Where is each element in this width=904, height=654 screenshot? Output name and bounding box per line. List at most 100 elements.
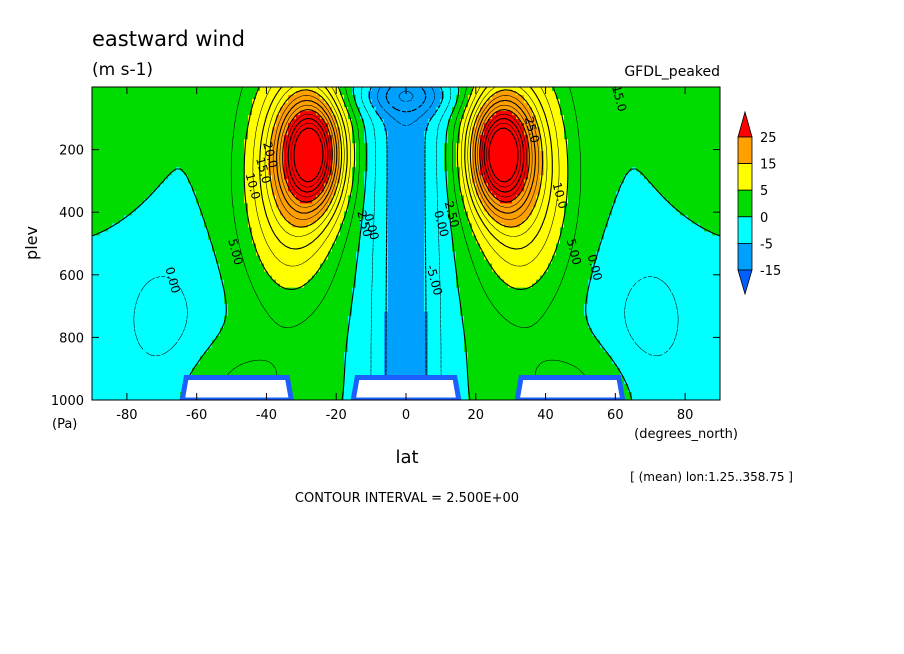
contour-cell [428,207,433,212]
contour-cell [396,171,401,176]
contour-cell [96,131,101,136]
contour-cell [672,139,677,144]
contour-cell [672,147,677,152]
contour-cell [412,143,417,148]
contour-cell [352,187,357,192]
contour-cell [448,191,453,196]
contour-cell [456,195,461,200]
contour-cell [464,139,469,144]
contour-cell [192,159,197,164]
contour-cell [92,127,97,132]
contour-cell [508,139,513,144]
contour-cell [604,167,609,172]
contour-cell [688,191,693,196]
contour-cell [128,147,133,152]
contour-cell [660,167,665,172]
contour-cell [188,179,193,184]
contour-cell [548,103,553,108]
contour-cell [508,211,513,217]
contour-cell [624,127,629,132]
contour-cell [256,159,261,164]
contour-cell [304,207,309,212]
contour-cell [216,127,221,132]
contour-cell [108,95,113,100]
contour-cell [620,91,625,96]
contour-cell [604,187,609,192]
contour-cell [208,143,213,148]
contour-cell [572,195,577,200]
contour-cell [468,91,473,96]
contour-cell [360,179,365,184]
contour-cell [612,115,617,120]
contour-cell [208,175,213,180]
contour-cell [532,107,537,112]
contour-cell [648,123,653,128]
contour-cell [304,187,309,192]
contour-cell [548,91,553,96]
contour-cell [604,87,609,92]
contour-cell [116,159,121,164]
contour-cell [604,131,609,136]
contour-cell [168,95,173,100]
contour-cell [696,163,701,168]
contour-cell [416,143,421,148]
contour-cell [108,187,113,192]
contour-cell [312,171,317,176]
contour-cell [644,191,649,196]
contour-cell [676,123,681,128]
contour-cell [204,191,209,196]
contour-cell [388,171,393,176]
contour-cell [304,119,309,124]
contour-cell [664,179,669,184]
contour-cell [440,139,445,144]
contour-cell [252,187,257,192]
contour-cell [496,99,501,104]
contour-cell [580,191,585,196]
contour-cell [572,107,577,112]
contour-cell [400,123,405,128]
contour-cell [312,127,317,132]
contour-cell [300,103,305,108]
contour-cell [712,179,717,184]
contour-cell [712,99,717,104]
contour-cell [132,211,137,217]
contour-cell [684,163,689,168]
contour-cell [332,163,337,168]
contour-cell [464,163,469,168]
contour-cell [260,135,265,140]
contour-cell [160,159,165,164]
contour-cell [608,207,613,212]
contour-cell [140,139,145,144]
contour-cell [108,119,113,124]
contour-cell [648,143,653,148]
contour-cell [708,175,713,180]
contour-cell [548,167,553,172]
contour-cell [636,171,641,176]
contour-cell [164,179,169,184]
contour-cell [700,87,705,92]
contour-cell [372,147,377,152]
contour-cell [616,91,621,96]
contour-cell [244,111,249,116]
contour-cell [532,103,537,108]
contour-cell [584,171,589,176]
contour-cell [300,179,305,184]
contour-cell [176,191,181,196]
contour-cell [200,119,205,124]
contour-cell [584,191,589,196]
contour-cell [192,135,197,140]
contour-cell [100,131,105,136]
contour-cell [336,155,341,160]
contour-cell [128,115,133,120]
contour-cell [388,155,393,160]
contour-cell [136,179,141,184]
contour-cell [196,191,201,196]
contour-cell [648,195,653,200]
contour-cell [216,171,221,176]
contour-cell [252,119,257,124]
contour-cell [652,155,657,160]
contour-cell [712,119,717,124]
contour-cell [180,119,185,124]
contour-cell [144,147,149,152]
contour-cell [196,95,201,100]
